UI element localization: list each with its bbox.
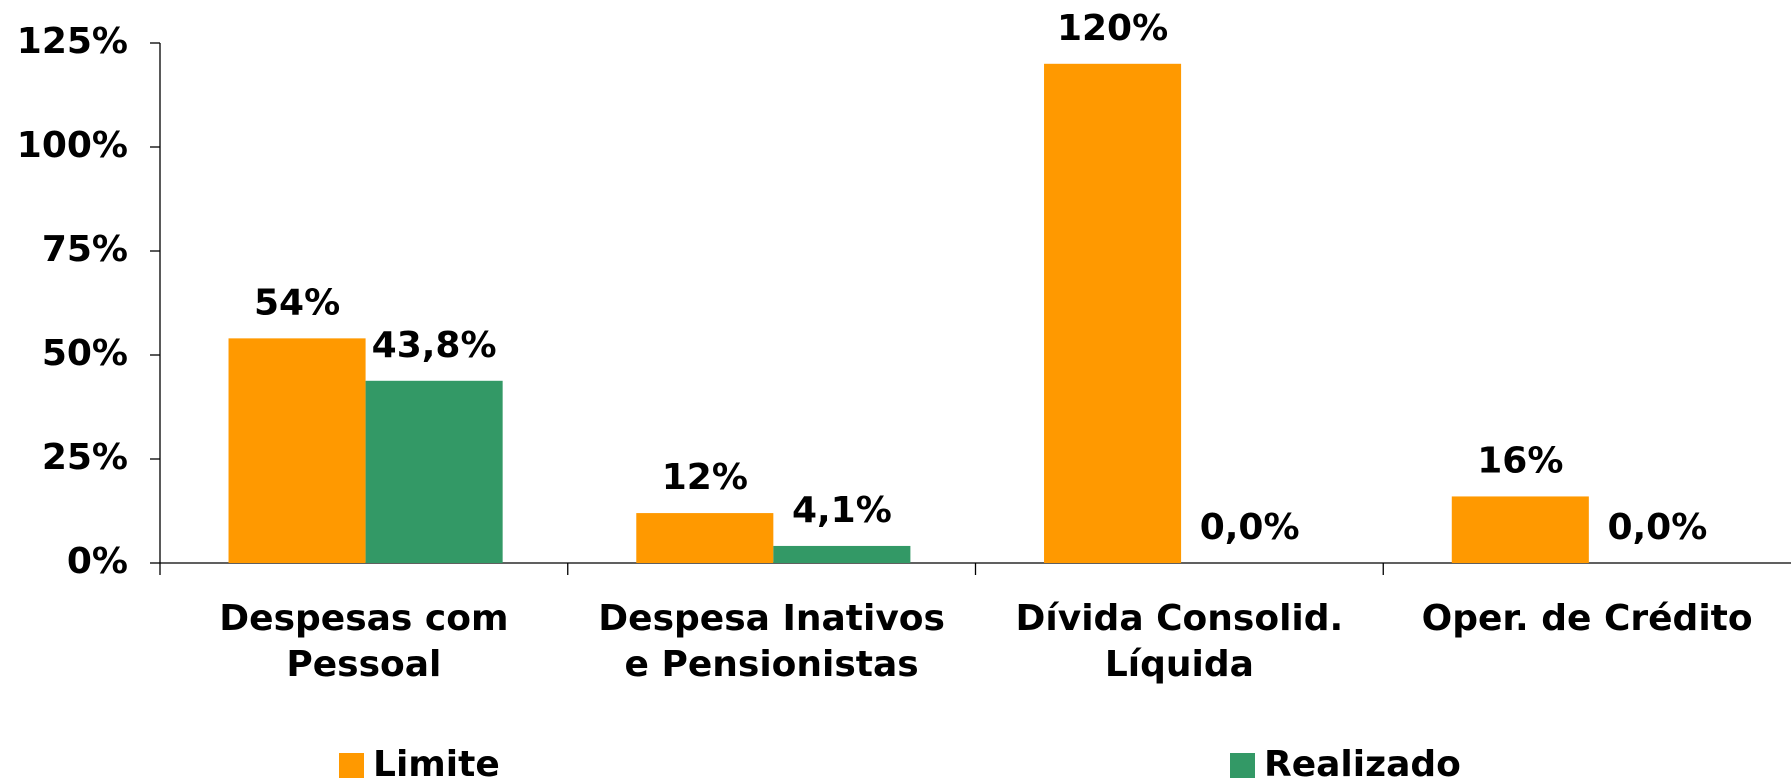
legend-label: Realizado <box>1264 744 1461 784</box>
bar <box>773 545 911 563</box>
bar <box>1451 496 1589 563</box>
data-label: 0,0% <box>1200 507 1300 548</box>
legend-swatch <box>1230 753 1255 778</box>
y-tick-label: 75% <box>42 229 128 270</box>
x-tick-label-line: Pessoal <box>286 644 441 685</box>
x-tick-label: Despesa Inativos e Pensionistas <box>598 598 945 685</box>
data-label: 16% <box>1477 440 1563 481</box>
bar <box>636 513 774 563</box>
data-label: 4,1% <box>792 490 892 531</box>
legend-label: Limite <box>373 744 500 784</box>
x-tick-label-line: Oper. de Crédito <box>1422 598 1753 639</box>
x-tick-label: Dívida Consolid. Líquida <box>1016 598 1344 685</box>
data-label: 120% <box>1057 8 1168 49</box>
x-tick-label-line: e Pensionistas <box>625 644 919 685</box>
y-tick-label: 0% <box>67 541 128 582</box>
bar <box>365 380 503 563</box>
y-tick-label: 125% <box>17 21 128 62</box>
x-tick-label-line: Líquida <box>1105 644 1254 685</box>
x-tick-label: Oper. de Crédito <box>1422 598 1753 639</box>
bar <box>228 338 366 563</box>
y-tick-label: 25% <box>42 437 128 478</box>
x-tick-label: Despesas com Pessoal <box>219 598 508 685</box>
x-tick-label-line: Despesa Inativos <box>598 598 945 639</box>
bar <box>1044 63 1182 564</box>
x-tick-label-line: Despesas com <box>219 598 508 639</box>
data-label: 43,8% <box>372 325 497 366</box>
legend-swatch <box>339 753 364 778</box>
y-tick-label: 50% <box>42 333 128 374</box>
data-label: 12% <box>662 457 748 498</box>
x-tick-label-line: Dívida Consolid. <box>1016 598 1344 639</box>
data-label: 54% <box>254 282 340 323</box>
data-label: 0,0% <box>1607 507 1707 548</box>
y-tick-label: 100% <box>17 125 128 166</box>
